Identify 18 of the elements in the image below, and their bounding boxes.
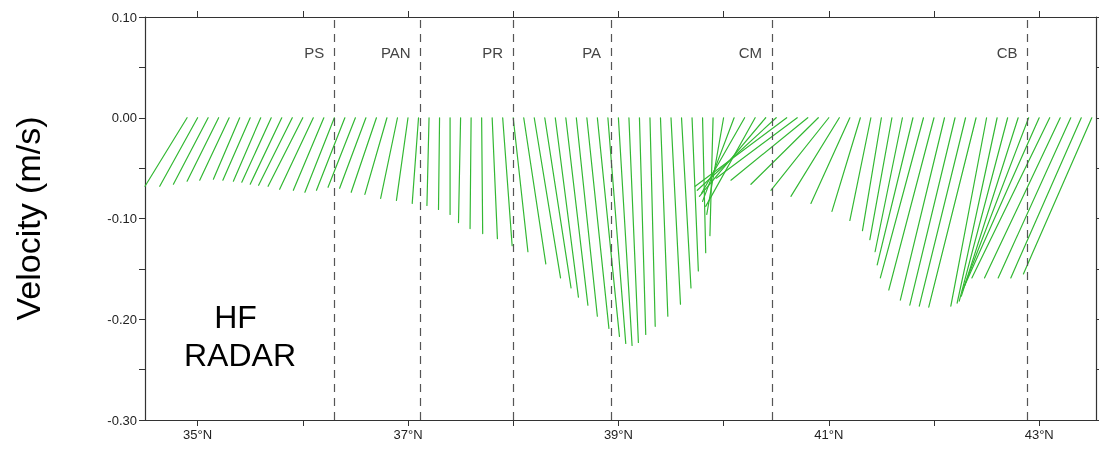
annotation: HF RADAR [183,299,297,373]
ref-line-label: CM [738,43,762,61]
ref-line-label: PA [582,43,602,61]
x-tick-label: 43°N [1024,427,1054,442]
x-tick-label: 39°N [603,427,633,442]
ref-line-label: CB [996,43,1018,61]
x-tick-label: 35°N [183,427,213,442]
x-tick-label: 37°N [393,427,423,442]
ref-line-label: PS [304,43,325,61]
y-tick-label: -0.10 [107,211,137,226]
y-tick-label: 0.10 [111,9,137,25]
ref-line-label: PAN [380,43,411,61]
y-axis-title: Velocity (m/s) [9,116,47,321]
ref-line-label: PR [482,43,504,61]
y-tick-label: 0.00 [111,110,137,126]
y-tick-label: -0.20 [107,311,137,327]
y-tick-label: -0.30 [107,412,137,428]
x-tick-label: 41°N [814,427,844,442]
